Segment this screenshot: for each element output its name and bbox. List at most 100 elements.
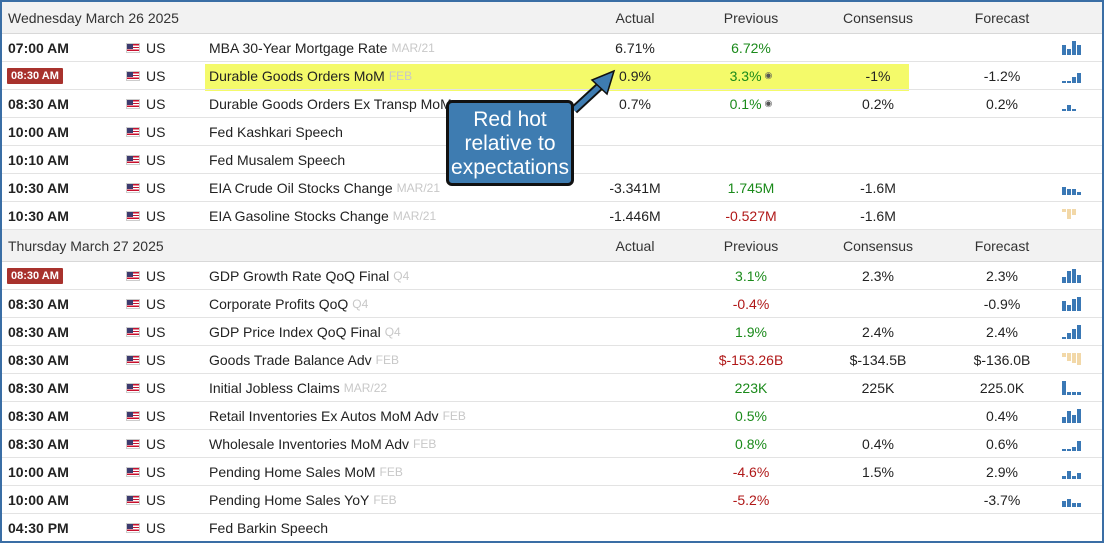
- highlight-band: [205, 64, 909, 91]
- consensus-value: -1.6M: [860, 179, 896, 196]
- event-label[interactable]: GDP Growth Rate QoQ Final: [209, 267, 390, 284]
- event-name[interactable]: Fed Barkin Speech: [209, 514, 332, 541]
- event-label[interactable]: Wholesale Inventories MoM Adv: [209, 435, 409, 452]
- us-flag-icon: [126, 486, 140, 513]
- event-label[interactable]: Durable Goods Orders Ex Transp MoM: [209, 95, 452, 112]
- actual-value: [580, 146, 690, 173]
- time-label: 10:30 AM: [8, 179, 69, 196]
- calendar-row[interactable]: 10:30 AM US EIA Gasoline Stocks Change MAR/…: [2, 202, 1102, 230]
- calendar-row[interactable]: 08:30 AM US GDP Price Index QoQ Final Q4 1.9…: [2, 318, 1102, 346]
- country-code: US: [146, 67, 166, 84]
- calendar-row[interactable]: 08:30 AM US Durable Goods Orders MoM FEB 0.9…: [2, 62, 1102, 90]
- calendar-row[interactable]: 08:30 AM US Initial Jobless Claims MAR/22 22…: [2, 374, 1102, 402]
- event-name[interactable]: Goods Trade Balance Adv FEB: [209, 346, 399, 373]
- event-name[interactable]: Retail Inventories Ex Autos MoM Adv FEB: [209, 402, 466, 429]
- calendar-row[interactable]: 04:30 PM US Fed Barkin Speech: [2, 514, 1102, 541]
- event-label[interactable]: EIA Crude Oil Stocks Change: [209, 179, 393, 196]
- event-label[interactable]: Initial Jobless Claims: [209, 379, 340, 396]
- actual-value: [580, 318, 690, 345]
- country-code: US: [146, 39, 166, 56]
- previous-cell: 1.9%: [696, 318, 806, 345]
- country-code: US: [146, 379, 166, 396]
- event-label[interactable]: MBA 30-Year Mortgage Rate: [209, 39, 388, 56]
- actual-value: [580, 514, 690, 541]
- time-badge: 08:30 AM: [7, 62, 63, 89]
- forecast-value: 0.4%: [986, 407, 1018, 424]
- event-label[interactable]: Pending Home Sales MoM: [209, 463, 376, 480]
- event-label[interactable]: Fed Kashkari Speech: [209, 123, 343, 140]
- time-label: 10:00 AM: [8, 463, 69, 480]
- previous-value: -5.2%: [732, 491, 770, 508]
- event-name[interactable]: Pending Home Sales MoM FEB: [209, 458, 403, 485]
- event-label[interactable]: Durable Goods Orders MoM: [209, 67, 385, 84]
- time-label: 08:30 AM: [8, 95, 69, 112]
- previous-value: -0.527M: [725, 207, 777, 224]
- event-label[interactable]: Corporate Profits QoQ: [209, 295, 349, 312]
- mini-bar-chart-icon: [1062, 262, 1092, 289]
- us-flag-icon: [126, 290, 140, 317]
- calendar-row[interactable]: 08:30 AM US Wholesale Inventories MoM Adv F…: [2, 430, 1102, 458]
- previous-value: 3.3%: [729, 67, 762, 84]
- previous-value: -4.6%: [732, 463, 770, 480]
- calendar-row[interactable]: 10:00 AM US Pending Home Sales YoY FEB -5.2%…: [2, 486, 1102, 514]
- event-period: FEB: [388, 68, 413, 83]
- event-name[interactable]: EIA Crude Oil Stocks Change MAR/21: [209, 174, 440, 201]
- forecast-value: 2.9%: [986, 463, 1018, 480]
- event-name[interactable]: Fed Musalem Speech: [209, 146, 349, 173]
- event-name[interactable]: GDP Price Index QoQ Final Q4: [209, 318, 401, 345]
- forecast-value: [947, 34, 1057, 61]
- previous-cell: 1.745M: [696, 174, 806, 201]
- event-name[interactable]: MBA 30-Year Mortgage Rate MAR/21: [209, 34, 435, 61]
- calendar-row[interactable]: 08:30 AM US Retail Inventories Ex Autos Mo…: [2, 402, 1102, 430]
- calendar-row[interactable]: 10:00 AM US Pending Home Sales MoM FEB -4.6%…: [2, 458, 1102, 486]
- event-name[interactable]: Durable Goods Orders MoM FEB: [209, 62, 412, 89]
- event-label[interactable]: Fed Barkin Speech: [209, 519, 329, 536]
- forecast-value: [947, 118, 1057, 145]
- mini-bar-chart-icon: [1062, 62, 1092, 89]
- consensus-value: 225K: [861, 379, 895, 396]
- calendar-row[interactable]: 08:30 AM US Corporate Profits QoQ Q4 -0.4% -0…: [2, 290, 1102, 318]
- consensus-value: [823, 118, 933, 145]
- previous-value: 1.745M: [727, 179, 775, 196]
- consensus-value: 2.3%: [862, 267, 894, 284]
- previous-value: 0.5%: [735, 407, 767, 424]
- calendar-row[interactable]: 08:30 AM US Goods Trade Balance Adv FEB $-15…: [2, 346, 1102, 374]
- consensus-value: 1.5%: [862, 463, 894, 480]
- event-name[interactable]: Corporate Profits QoQ Q4: [209, 290, 368, 317]
- event-name[interactable]: Durable Goods Orders Ex Transp MoM: [209, 90, 456, 117]
- event-name[interactable]: EIA Gasoline Stocks Change MAR/21: [209, 202, 436, 229]
- event-name[interactable]: Wholesale Inventories MoM Adv FEB: [209, 430, 436, 457]
- consensus-value: 0.4%: [862, 435, 894, 452]
- us-flag-icon: [126, 402, 140, 429]
- event-label[interactable]: Retail Inventories Ex Autos MoM Adv: [209, 407, 439, 424]
- event-label[interactable]: EIA Gasoline Stocks Change: [209, 207, 389, 224]
- col-consensus: Consensus: [842, 9, 914, 26]
- us-flag-icon: [126, 34, 140, 61]
- calendar-row[interactable]: 07:00 AM US MBA 30-Year Mortgage Rate MAR/2…: [2, 34, 1102, 62]
- country-code: US: [146, 151, 166, 168]
- event-name[interactable]: Pending Home Sales YoY FEB: [209, 486, 397, 513]
- previous-cell: 0.5%: [696, 402, 806, 429]
- event-label[interactable]: Goods Trade Balance Adv: [209, 351, 372, 368]
- calendar-row[interactable]: 10:30 AM US EIA Crude Oil Stocks Change MAR…: [2, 174, 1102, 202]
- mini-bar-chart-icon: [1062, 346, 1092, 373]
- previous-cell: -4.6%: [696, 458, 806, 485]
- event-name[interactable]: Initial Jobless Claims MAR/22: [209, 374, 387, 401]
- actual-value: [580, 346, 690, 373]
- event-label[interactable]: GDP Price Index QoQ Final: [209, 323, 381, 340]
- actual-value: [580, 458, 690, 485]
- event-label[interactable]: Pending Home Sales YoY: [209, 491, 370, 508]
- forecast-value: -0.9%: [983, 295, 1021, 312]
- actual-value: [580, 118, 690, 145]
- mini-bar-chart-icon: [1062, 34, 1092, 61]
- time-label: 04:30 PM: [8, 519, 69, 536]
- mini-bar-chart-icon: [1062, 374, 1092, 401]
- event-name[interactable]: Fed Kashkari Speech: [209, 118, 347, 145]
- previous-cell: 0.8%: [696, 430, 806, 457]
- event-name[interactable]: GDP Growth Rate QoQ Final Q4: [209, 262, 409, 289]
- event-label[interactable]: Fed Musalem Speech: [209, 151, 346, 168]
- calendar-row[interactable]: 08:30 AM US GDP Growth Rate QoQ Final Q4 3.1…: [2, 262, 1102, 290]
- previous-cell: [696, 514, 806, 541]
- country-code: US: [146, 323, 166, 340]
